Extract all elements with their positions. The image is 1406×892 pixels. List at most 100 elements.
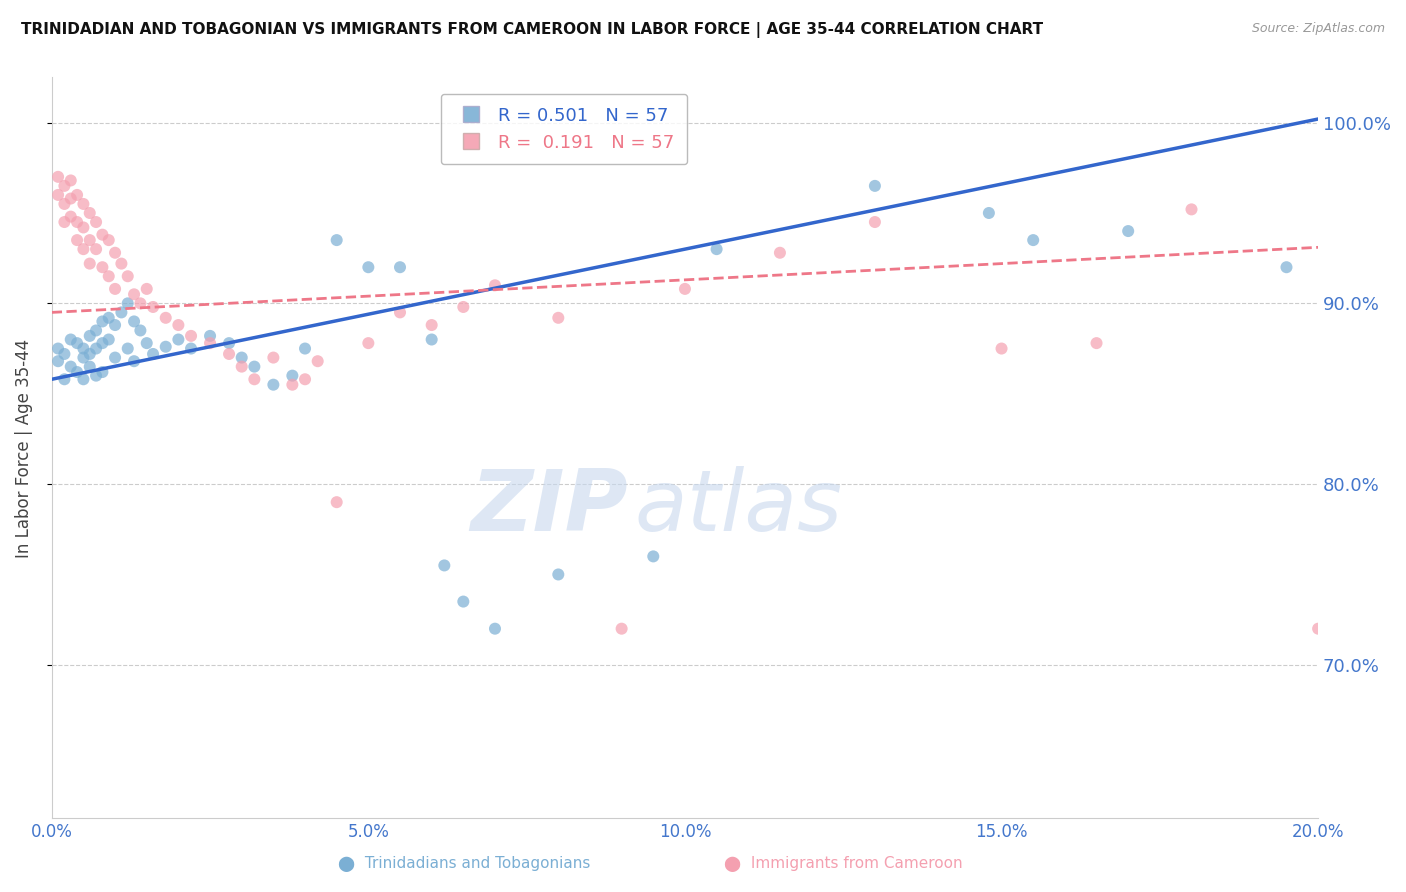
Point xyxy=(59,359,82,374)
Point xyxy=(104,245,127,260)
Point xyxy=(433,558,456,573)
Point xyxy=(129,323,152,337)
Point xyxy=(91,227,114,242)
Point xyxy=(97,310,120,325)
Point xyxy=(1180,202,1202,217)
Point xyxy=(706,242,728,256)
Text: atlas: atlas xyxy=(634,466,842,549)
Point xyxy=(59,173,82,187)
Point xyxy=(388,260,411,275)
Point xyxy=(66,188,89,202)
Point xyxy=(294,372,316,386)
Point xyxy=(610,622,633,636)
Text: TRINIDADIAN AND TOBAGONIAN VS IMMIGRANTS FROM CAMEROON IN LABOR FORCE | AGE 35-4: TRINIDADIAN AND TOBAGONIAN VS IMMIGRANTS… xyxy=(21,22,1043,38)
Point xyxy=(72,372,94,386)
Point xyxy=(91,365,114,379)
Point xyxy=(155,310,177,325)
Point xyxy=(97,333,120,347)
Point xyxy=(110,257,132,271)
Point xyxy=(180,342,202,356)
Point xyxy=(547,567,569,582)
Point xyxy=(122,354,145,368)
Point xyxy=(66,233,89,247)
Point xyxy=(231,359,253,374)
Point xyxy=(357,336,380,351)
Point xyxy=(84,215,107,229)
Point xyxy=(72,342,94,356)
Point xyxy=(673,282,696,296)
Point xyxy=(104,351,127,365)
Point xyxy=(53,347,76,361)
Point xyxy=(104,318,127,332)
Point xyxy=(977,206,1000,220)
Point xyxy=(72,197,94,211)
Point xyxy=(1116,224,1139,238)
Point xyxy=(122,287,145,301)
Point xyxy=(167,333,190,347)
Point xyxy=(53,178,76,193)
Point xyxy=(643,549,665,564)
Point xyxy=(547,310,569,325)
Point xyxy=(79,329,101,343)
Y-axis label: In Labor Force | Age 35-44: In Labor Force | Age 35-44 xyxy=(15,338,32,558)
Point xyxy=(325,495,347,509)
Point xyxy=(46,354,69,368)
Point xyxy=(84,242,107,256)
Point xyxy=(420,333,443,347)
Point xyxy=(1308,622,1330,636)
Point xyxy=(91,260,114,275)
Point xyxy=(135,282,157,296)
Point xyxy=(198,336,221,351)
Point xyxy=(72,220,94,235)
Point xyxy=(117,342,139,356)
Point xyxy=(281,377,304,392)
Point xyxy=(218,347,240,361)
Point xyxy=(262,377,284,392)
Text: ZIP: ZIP xyxy=(471,466,628,549)
Text: Source: ZipAtlas.com: Source: ZipAtlas.com xyxy=(1251,22,1385,36)
Point xyxy=(79,347,101,361)
Point xyxy=(294,342,316,356)
Point xyxy=(46,188,69,202)
Point xyxy=(243,359,266,374)
Point xyxy=(863,215,886,229)
Point xyxy=(129,296,152,310)
Point xyxy=(453,300,475,314)
Point xyxy=(53,197,76,211)
Point xyxy=(1022,233,1045,247)
Point xyxy=(243,372,266,386)
Point xyxy=(484,622,506,636)
Point xyxy=(46,342,69,356)
Point xyxy=(53,372,76,386)
Point xyxy=(281,368,304,383)
Point xyxy=(84,342,107,356)
Point xyxy=(72,242,94,256)
Point xyxy=(66,365,89,379)
Point xyxy=(863,178,886,193)
Point xyxy=(155,340,177,354)
Point xyxy=(117,296,139,310)
Point xyxy=(79,233,101,247)
Point xyxy=(180,329,202,343)
Point xyxy=(84,368,107,383)
Point xyxy=(769,245,792,260)
Point xyxy=(231,351,253,365)
Point xyxy=(110,305,132,319)
Point xyxy=(53,215,76,229)
Point xyxy=(142,300,165,314)
Point xyxy=(46,169,69,184)
Point xyxy=(79,206,101,220)
Point xyxy=(91,336,114,351)
Point xyxy=(66,215,89,229)
Point xyxy=(307,354,329,368)
Point xyxy=(142,347,165,361)
Point xyxy=(218,336,240,351)
Point xyxy=(122,314,145,328)
Point xyxy=(990,342,1012,356)
Point xyxy=(117,269,139,284)
Point xyxy=(453,594,475,608)
Point xyxy=(1275,260,1298,275)
Point xyxy=(59,210,82,224)
Point xyxy=(72,351,94,365)
Point xyxy=(79,257,101,271)
